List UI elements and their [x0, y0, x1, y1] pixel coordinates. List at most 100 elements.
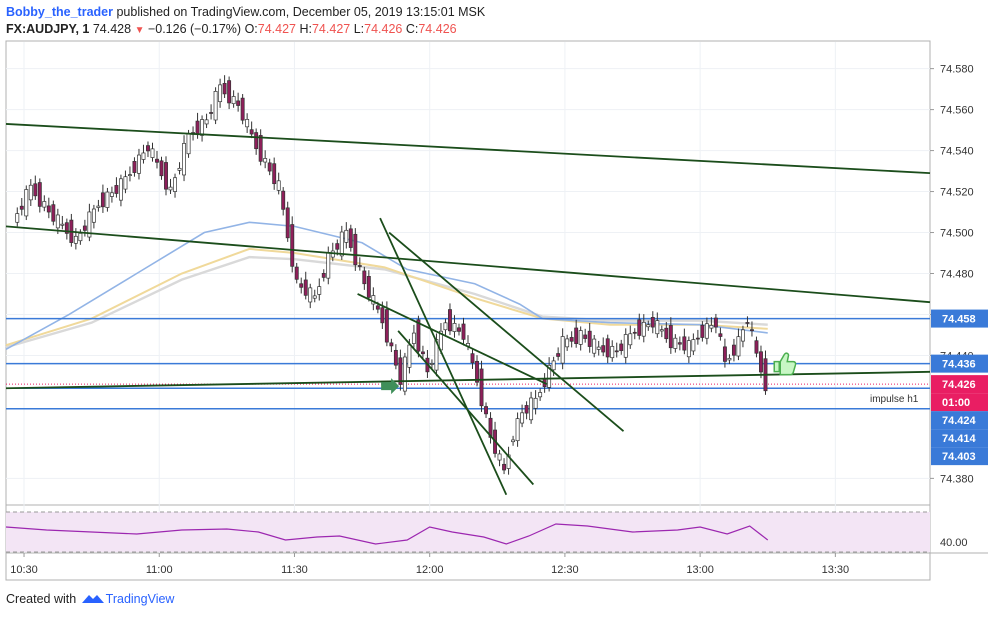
candle-body	[668, 325, 673, 349]
tradingview-brand[interactable]: TradingView	[105, 592, 175, 606]
high-label: H:	[299, 22, 312, 36]
created-with-text: Created with	[6, 592, 77, 606]
candle-body	[529, 397, 534, 421]
candle-body	[114, 185, 119, 194]
candle-body	[164, 162, 168, 190]
candle-body	[146, 145, 150, 152]
candle-body	[200, 119, 205, 136]
candles	[15, 75, 768, 475]
price-label-badge	[931, 375, 988, 394]
price-label-badge	[931, 309, 988, 328]
author-link[interactable]: Bobby_the_trader	[6, 5, 113, 19]
candle-body	[551, 360, 556, 371]
candle-body	[448, 309, 452, 332]
candle-body	[736, 336, 741, 357]
candle-body	[15, 213, 20, 223]
candle-body	[384, 309, 389, 343]
candle-body	[339, 231, 344, 257]
candle-body	[538, 392, 543, 398]
candle-body	[637, 319, 642, 336]
candle-body	[123, 176, 128, 190]
open-value: 74.427	[257, 22, 296, 36]
candle-body	[19, 205, 24, 210]
candle-body	[128, 174, 132, 176]
candle-body	[718, 333, 723, 337]
price-label-badge	[931, 393, 988, 412]
down-triangle-icon: ▼	[134, 25, 145, 36]
trendline	[397, 330, 535, 486]
price-tick-label: 74.480	[940, 269, 974, 281]
candle-body	[159, 160, 164, 177]
candle-body	[506, 454, 511, 469]
candle-body	[722, 346, 727, 362]
candle-body	[533, 397, 538, 409]
trendlines[interactable]	[5, 123, 931, 496]
price-labels: 74.458 74.436 74.426 01:00 74.424 74.414 74.40…	[931, 309, 988, 466]
footer: Created with TradingView	[6, 592, 174, 606]
candle-body	[709, 325, 714, 329]
candle-body	[294, 266, 299, 280]
candle-body	[610, 346, 615, 359]
candle-body	[46, 205, 51, 213]
rsi-tick-label: 40.00	[940, 537, 968, 549]
trendline	[5, 123, 931, 175]
chart-frame	[5, 40, 931, 581]
candle-body	[416, 319, 421, 352]
price-tick-label: 74.500	[940, 228, 974, 240]
candle-body	[475, 360, 479, 383]
price-label-text: 74.426	[942, 379, 976, 391]
chart-header: Bobby_the_trader published on TradingVie…	[6, 4, 976, 39]
candle-body	[565, 338, 570, 348]
time-tick-label: 10:30	[10, 564, 38, 576]
close-label: C:	[405, 22, 419, 36]
candle-body	[429, 363, 434, 365]
candle-body	[326, 252, 331, 279]
candle-body	[348, 228, 353, 248]
candle-body	[24, 189, 29, 217]
price-tick-label: 74.560	[940, 105, 974, 117]
trendline	[379, 217, 508, 496]
trendline	[5, 225, 931, 304]
candle-body	[488, 417, 493, 438]
candle-body	[204, 119, 209, 125]
candle-body	[150, 148, 155, 158]
candle-body	[547, 365, 552, 388]
candle-body	[511, 439, 516, 443]
symbol-label: FX:AUDJPY, 1	[6, 22, 90, 36]
candle-body	[375, 305, 380, 310]
candle-body	[713, 317, 718, 328]
candle-body	[186, 133, 191, 155]
candle-body	[299, 283, 304, 288]
candle-body	[646, 324, 651, 328]
time-tick-label: 12:00	[416, 564, 444, 576]
candle-body	[195, 120, 200, 136]
candle-body	[357, 265, 362, 267]
candle-body	[628, 333, 633, 346]
candle-body	[290, 224, 295, 267]
candle-body	[587, 330, 592, 347]
price-tick-label: 74.520	[940, 187, 974, 199]
candle-body	[731, 344, 736, 356]
candle-body	[222, 83, 227, 95]
time-tick-label: 12:30	[551, 564, 579, 576]
trendline	[357, 293, 548, 385]
candle-body	[502, 463, 507, 471]
candle-body	[750, 329, 754, 331]
trendline	[5, 370, 931, 390]
candle-body	[317, 286, 322, 295]
last-price: 74.428	[92, 22, 132, 36]
candle-body	[236, 100, 241, 106]
candle-body	[245, 119, 250, 128]
candle-body	[60, 223, 65, 226]
candle-body	[614, 350, 619, 353]
candle-body	[380, 307, 385, 324]
published-text: published on TradingView.com, December 0…	[116, 5, 486, 19]
candle-body	[677, 342, 682, 345]
price-label-text: 74.436	[942, 359, 976, 371]
time-tick-label: 13:00	[686, 564, 714, 576]
candle-body	[254, 132, 259, 150]
candle-body	[398, 357, 403, 385]
candle-body	[682, 336, 687, 351]
candle-body	[619, 343, 624, 352]
